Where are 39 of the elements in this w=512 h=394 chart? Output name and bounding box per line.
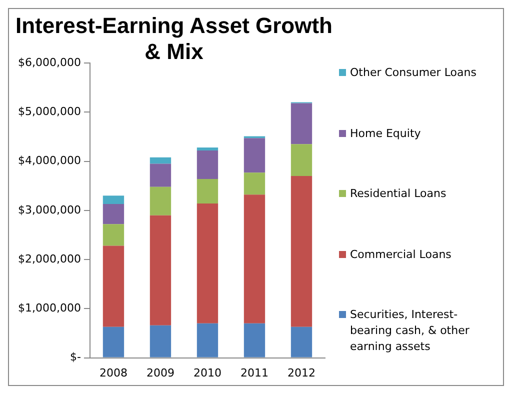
y-tick-label: $3,000,000 <box>18 203 81 216</box>
legend-label: Securities, Interest-bearing cash, & other earning assets <box>350 307 470 355</box>
bar <box>150 186 172 216</box>
x-tick-label: 2012 <box>288 366 316 380</box>
bar <box>196 204 218 324</box>
x-tick-label: 2011 <box>240 366 268 380</box>
y-tick-label: $2,000,000 <box>18 252 81 266</box>
bar <box>290 176 312 327</box>
y-tick-label: $4,000,000 <box>18 154 81 168</box>
bar <box>290 103 312 144</box>
x-tick-label: 2010 <box>193 366 222 380</box>
bar <box>150 325 172 358</box>
legend-label: Other Consumer Loans <box>350 65 478 81</box>
y-tick-label: $- <box>70 350 82 364</box>
bar <box>150 157 172 164</box>
x-tick-label: 2009 <box>146 366 174 380</box>
legend-label: Residential Loans <box>350 186 448 202</box>
bar <box>102 224 124 246</box>
bar <box>244 172 266 195</box>
legend-label: Home Equity <box>350 126 422 142</box>
bar <box>290 326 312 358</box>
bar <box>150 164 172 187</box>
bar <box>102 246 124 327</box>
bar <box>196 178 218 204</box>
legend-label: Commercial Loans <box>350 246 452 262</box>
bar <box>102 204 124 224</box>
bar <box>196 323 218 358</box>
bar <box>244 323 266 358</box>
bar <box>244 138 266 173</box>
bar <box>290 144 312 176</box>
bar <box>196 148 218 150</box>
bar <box>244 194 266 324</box>
bar <box>102 326 124 358</box>
bar <box>102 196 124 204</box>
x-tick-label: 2008 <box>99 366 128 380</box>
bar <box>196 150 218 179</box>
y-tick-label: $5,000,000 <box>18 104 81 118</box>
y-tick-label: $1,000,000 <box>18 302 81 315</box>
bar <box>150 215 172 326</box>
